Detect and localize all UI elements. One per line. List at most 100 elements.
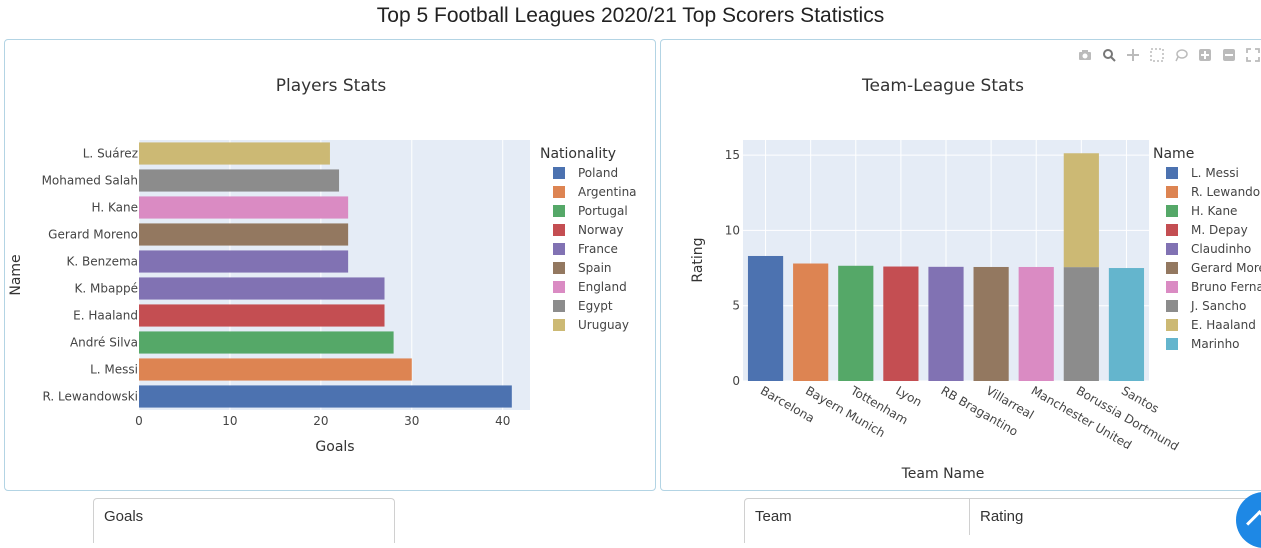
y-tick-label: Gerard Moreno bbox=[48, 228, 138, 242]
y-tick-label: K. Mbappé bbox=[75, 282, 138, 296]
zoom-in-icon[interactable] bbox=[1195, 46, 1215, 64]
goals-table: Goals bbox=[93, 498, 395, 543]
players-stats-chart[interactable]: Players Stats R. Lewandowski L. Messi Andr… bbox=[5, 40, 655, 490]
legend-swatch[interactable] bbox=[553, 243, 565, 255]
legend-title: Name bbox=[1153, 146, 1194, 162]
bar[interactable] bbox=[139, 250, 349, 273]
legend-item-label[interactable]: France bbox=[578, 242, 618, 256]
y-tick-label: E. Haaland bbox=[73, 309, 138, 323]
bar[interactable] bbox=[139, 223, 349, 246]
bar[interactable] bbox=[139, 385, 512, 408]
bar[interactable] bbox=[747, 255, 784, 381]
bar[interactable] bbox=[973, 266, 1009, 381]
legend-item-label[interactable]: Norway bbox=[578, 223, 624, 237]
bar[interactable] bbox=[1063, 267, 1099, 381]
bar[interactable] bbox=[928, 266, 964, 381]
legend-item-label[interactable]: R. Lewando bbox=[1191, 185, 1260, 199]
table-header-rating[interactable]: Rating bbox=[980, 508, 1024, 525]
team-league-stats-panel: Team-League Stats 0 5 10 15 Barcelona Bayern… bbox=[660, 39, 1261, 491]
camera-icon[interactable] bbox=[1075, 46, 1095, 64]
x-tick-label: 30 bbox=[404, 414, 419, 428]
legend-item-label[interactable]: Claudinho bbox=[1191, 242, 1251, 256]
legend-swatch[interactable] bbox=[1166, 281, 1178, 293]
autoscale-icon[interactable] bbox=[1243, 46, 1261, 64]
legend-swatch[interactable] bbox=[553, 319, 565, 331]
y-tick-label: R. Lewandowski bbox=[43, 390, 138, 404]
bar[interactable] bbox=[883, 266, 919, 381]
y-tick-label: L. Messi bbox=[90, 363, 138, 377]
legend-item-label[interactable]: H. Kane bbox=[1191, 204, 1237, 218]
legend-swatch[interactable] bbox=[1166, 243, 1178, 255]
modebar bbox=[1075, 46, 1261, 64]
legend-swatch[interactable] bbox=[553, 262, 565, 274]
y-axis-label: Rating bbox=[690, 237, 706, 282]
legend-item-label[interactable]: Poland bbox=[578, 166, 618, 180]
x-tick-label: 20 bbox=[313, 414, 328, 428]
chart-title: Team-League Stats bbox=[861, 76, 1024, 96]
legend-item-label[interactable]: Spain bbox=[578, 261, 612, 275]
legend-swatch[interactable] bbox=[1166, 205, 1178, 217]
y-tick-label: 15 bbox=[725, 148, 740, 162]
legend-item-label[interactable]: E. Haaland bbox=[1191, 318, 1256, 332]
bar[interactable] bbox=[793, 263, 829, 381]
legend-item-label[interactable]: Uruguay bbox=[578, 318, 629, 332]
legend-swatch[interactable] bbox=[1166, 167, 1178, 179]
legend-item-label[interactable]: L. Messi bbox=[1191, 166, 1239, 180]
players-stats-panel: Players Stats R. Lewandowski L. Messi Andr… bbox=[4, 39, 656, 491]
legend-item-label[interactable]: Marinho bbox=[1191, 337, 1240, 351]
x-tick-label: 0 bbox=[135, 414, 143, 428]
y-tick-label: 0 bbox=[732, 374, 740, 388]
y-tick-label: 10 bbox=[725, 223, 740, 237]
legend-item-label[interactable]: England bbox=[578, 280, 627, 294]
chart-title: Players Stats bbox=[276, 76, 387, 96]
legend-swatch[interactable] bbox=[1166, 262, 1178, 274]
legend-swatch[interactable] bbox=[1166, 186, 1178, 198]
pan-icon[interactable] bbox=[1123, 46, 1143, 64]
zoom-icon[interactable] bbox=[1099, 46, 1119, 64]
table-header-goals[interactable]: Goals bbox=[104, 508, 144, 525]
table-header-team[interactable]: Team bbox=[745, 499, 970, 535]
bar[interactable] bbox=[139, 142, 330, 165]
team-rating-table: Team Rating bbox=[744, 498, 1261, 543]
x-tick-label: RB Bragantino bbox=[939, 383, 1021, 438]
bar[interactable] bbox=[139, 358, 412, 381]
bar[interactable] bbox=[139, 169, 340, 192]
y-tick-label: 5 bbox=[732, 299, 740, 313]
legend-swatch[interactable] bbox=[1166, 224, 1178, 236]
page-title: Top 5 Football Leagues 2020/21 Top Score… bbox=[376, 4, 885, 27]
box-select-icon[interactable] bbox=[1147, 46, 1167, 64]
y-tick-label: H. Kane bbox=[92, 201, 138, 215]
legend-item-label[interactable]: Portugal bbox=[578, 204, 628, 218]
legend-item-label[interactable]: Bruno Ferna bbox=[1191, 280, 1261, 294]
bar[interactable] bbox=[838, 265, 874, 381]
lasso-icon[interactable] bbox=[1171, 46, 1191, 64]
legend-swatch[interactable] bbox=[553, 300, 565, 312]
legend-swatch[interactable] bbox=[1166, 319, 1178, 331]
legend-swatch[interactable] bbox=[553, 224, 565, 236]
chevron-up-icon bbox=[1246, 510, 1261, 537]
legend-title: Nationality bbox=[540, 146, 616, 162]
bar[interactable] bbox=[139, 196, 349, 219]
bar[interactable] bbox=[139, 304, 385, 327]
y-tick-label: K. Benzema bbox=[67, 255, 138, 269]
legend-item-label[interactable]: M. Depay bbox=[1191, 223, 1248, 237]
legend-item-label[interactable]: J. Sancho bbox=[1190, 299, 1246, 313]
legend-item-label[interactable]: Egypt bbox=[578, 299, 613, 313]
bar[interactable] bbox=[1108, 268, 1145, 381]
legend-swatch[interactable] bbox=[553, 167, 565, 179]
legend-item-label[interactable]: Gerard More bbox=[1191, 261, 1261, 275]
bar[interactable] bbox=[139, 331, 394, 354]
zoom-out-icon[interactable] bbox=[1219, 46, 1239, 64]
bar[interactable] bbox=[1063, 153, 1099, 268]
legend-swatch[interactable] bbox=[1166, 300, 1178, 312]
bar[interactable] bbox=[1018, 266, 1054, 381]
x-tick-label: Lyon bbox=[893, 383, 924, 409]
legend-swatch[interactable] bbox=[1166, 338, 1178, 350]
legend-item-label[interactable]: Argentina bbox=[578, 185, 637, 199]
x-tick-label: 40 bbox=[495, 414, 510, 428]
legend-swatch[interactable] bbox=[553, 281, 565, 293]
legend-swatch[interactable] bbox=[553, 186, 565, 198]
legend-swatch[interactable] bbox=[553, 205, 565, 217]
bar[interactable] bbox=[139, 277, 385, 300]
